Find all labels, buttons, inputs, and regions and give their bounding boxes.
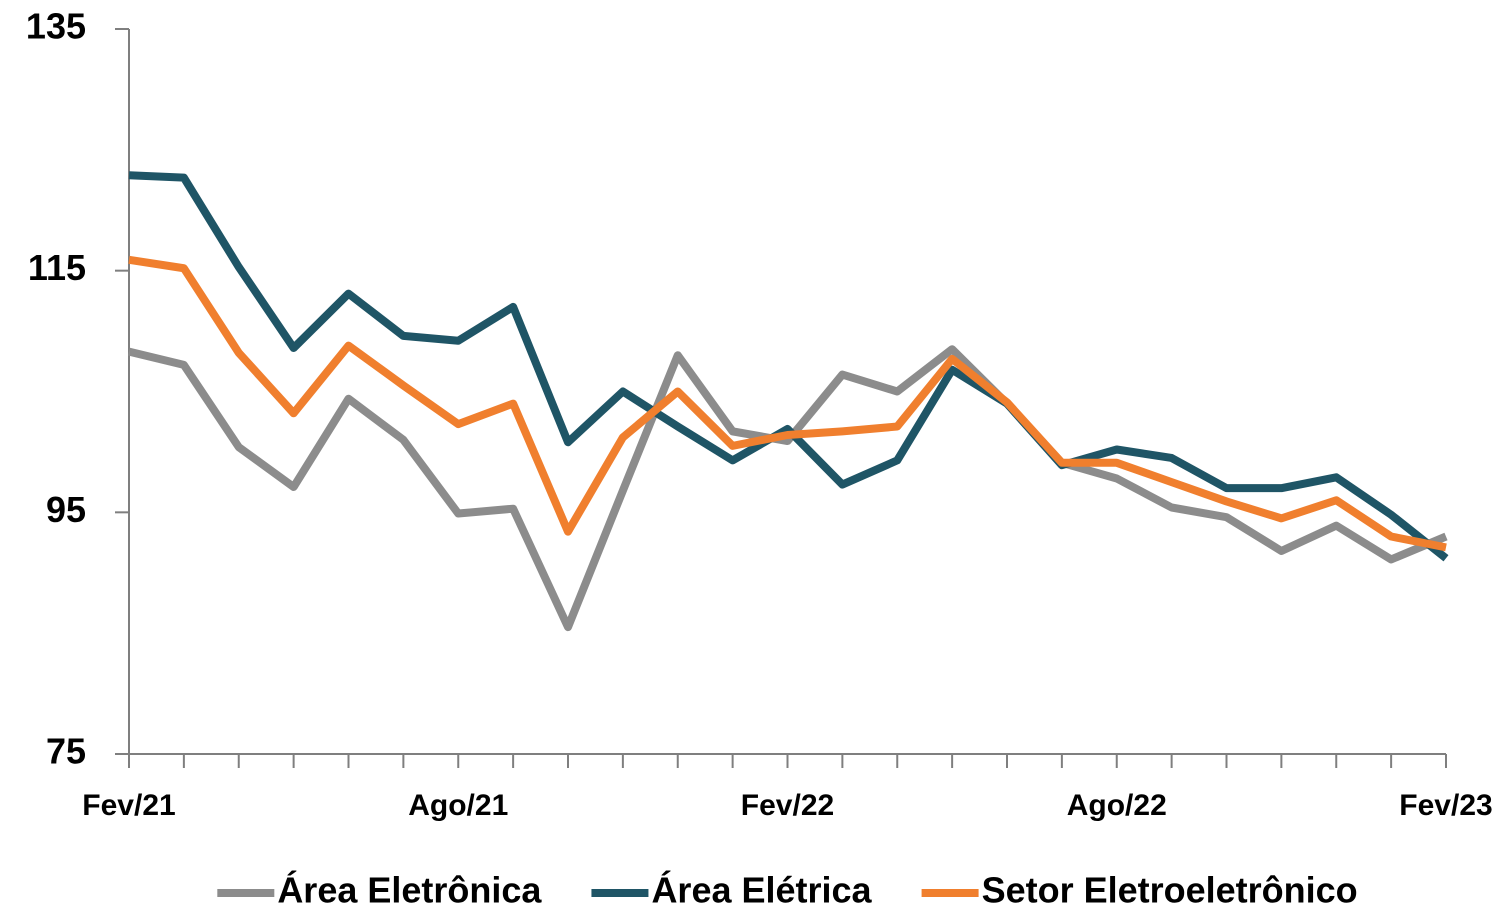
legend-label: Setor Eletroeletrônico (982, 870, 1358, 911)
y-tick-label: 95 (46, 489, 86, 530)
line (128, 171, 1449, 562)
y-tick-label: 115 (28, 247, 86, 288)
x-tick-label: Fev/23 (1399, 789, 1492, 822)
y-tick-label: 135 (26, 6, 86, 47)
x-tick-label: Ago/21 (408, 789, 508, 822)
x-tick-label: Ago/22 (1067, 789, 1167, 822)
legend-label: Área Elétrica (651, 870, 872, 911)
line (128, 255, 1447, 552)
x-tick-label: Fev/21 (82, 789, 175, 822)
legend-label: Área Eletrônica (277, 870, 542, 911)
y-tick-label: 75 (46, 731, 86, 772)
line (128, 345, 1448, 632)
x-tick-label: Fev/22 (741, 789, 834, 822)
